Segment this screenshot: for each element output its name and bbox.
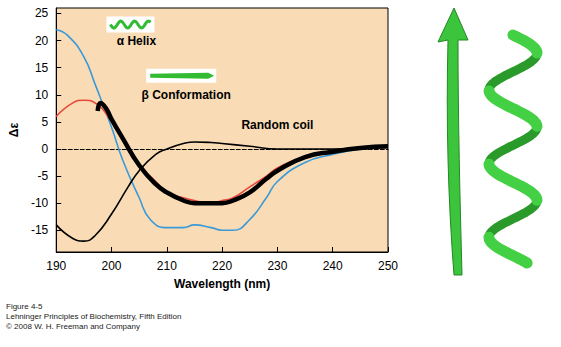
- svg-text:15: 15: [35, 61, 49, 75]
- svg-text:Δε: Δε: [7, 123, 21, 138]
- svg-text:190: 190: [46, 259, 66, 273]
- svg-text:240: 240: [323, 259, 343, 273]
- svg-text:0: 0: [42, 142, 49, 156]
- svg-text:Random coil: Random coil: [241, 118, 313, 132]
- html-text:Lehninger Principles of Bioche: Lehninger Principles of Biochemistry, Fi…: [6, 312, 182, 321]
- svg-text:210: 210: [157, 259, 177, 273]
- svg-text:230: 230: [267, 259, 287, 273]
- svg-text:α Helix: α Helix: [117, 34, 157, 48]
- svg-text:250: 250: [378, 259, 398, 273]
- svg-text:220: 220: [212, 259, 232, 273]
- svg-text:10: 10: [35, 88, 49, 102]
- svg-text:5: 5: [42, 115, 49, 129]
- svg-text:25: 25: [35, 6, 49, 20]
- svg-text:-5: -5: [38, 169, 49, 183]
- svg-text:Wavelength (nm): Wavelength (nm): [174, 277, 270, 291]
- svg-text:20: 20: [35, 34, 49, 48]
- svg-text:200: 200: [102, 259, 122, 273]
- html-text:© 2008 W. H. Freeman and Compa: © 2008 W. H. Freeman and Company: [6, 322, 140, 331]
- svg-text:β Conformation: β Conformation: [142, 88, 231, 102]
- svg-text:-15: -15: [31, 223, 49, 237]
- svg-text:-10: -10: [31, 196, 49, 210]
- html-text:Figure 4-5: Figure 4-5: [6, 302, 43, 311]
